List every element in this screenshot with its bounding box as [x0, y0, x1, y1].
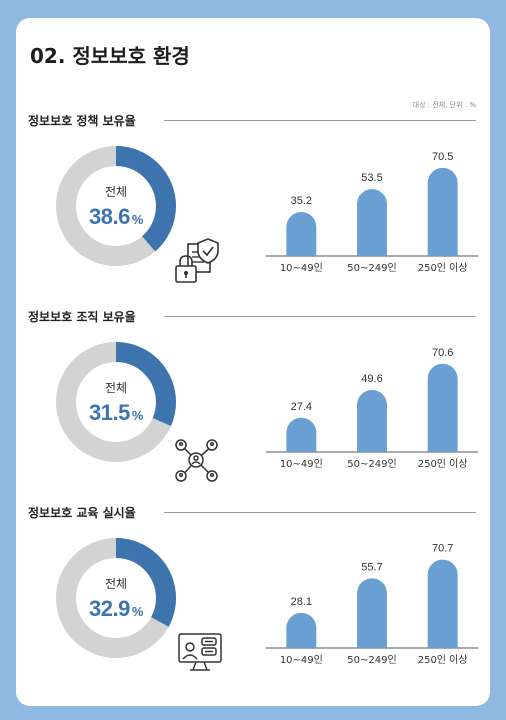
bar-value-label: 70.7 [432, 543, 453, 555]
bar [427, 363, 458, 452]
section-title: 정보보호 조직 보유율 [28, 308, 144, 325]
donut-value-slice [56, 538, 176, 658]
category-tick-label: 250인 이상 [418, 458, 468, 470]
category-tick-label: 50~249인 [347, 654, 396, 666]
donut-value-slice [56, 146, 176, 266]
bar-value-label: 27.4 [291, 401, 312, 413]
bar-value-label: 53.5 [361, 172, 382, 184]
online-training-icon [178, 633, 222, 671]
category-tick-label: 250인 이상 [418, 262, 468, 274]
bar [357, 578, 387, 648]
page-title: 02. 정보보호 환경 [30, 44, 190, 68]
section-policy: 정보보호 정책 보유율 전체 38.6% 35.2 10~49인 53.5 50~24… [16, 112, 490, 302]
bar-chart: 27.4 10~49인 49.6 50~249인 70.6 250인 이상 [266, 347, 478, 470]
bar [357, 390, 387, 452]
section-divider [164, 512, 476, 513]
bar-value-label: 55.7 [361, 561, 382, 573]
bar [357, 189, 387, 256]
category-tick-label: 250인 이상 [418, 654, 468, 666]
category-tick-label: 10~49인 [280, 458, 323, 470]
section-title: 정보보호 정책 보유율 [28, 112, 144, 129]
infographic-card: 02. 정보보호 환경 대상 : 전체, 단위 : % 정보보호 정책 보유율 … [16, 18, 490, 706]
donut-chart [56, 538, 176, 658]
section-training: 정보보호 교육 실시율 전체 32.9% 28.1 10~49인 55.7 50~24… [16, 504, 490, 694]
bar-value-label: 49.6 [361, 373, 382, 385]
bar-value-label: 70.6 [432, 347, 453, 359]
lock-document-shield-icon [175, 238, 219, 283]
bar [427, 167, 458, 256]
unit-note: 대상 : 전체, 단위 : % [412, 101, 476, 109]
bar [286, 417, 317, 452]
section-organization: 정보보호 조직 보유율 전체 31.5% [16, 308, 490, 498]
category-tick-label: 10~49인 [280, 262, 323, 274]
donut-chart [56, 146, 176, 266]
bar [286, 212, 317, 256]
donut-chart [56, 342, 176, 462]
bar [427, 559, 458, 648]
organization-network-icon [175, 439, 218, 482]
section-divider [164, 316, 476, 317]
donut-value-slice [56, 342, 176, 462]
bar [286, 612, 317, 648]
category-tick-label: 10~49인 [280, 654, 323, 666]
bar-chart: 35.2 10~49인 53.5 50~249인 70.5 250인 이상 [266, 151, 478, 274]
bar-chart: 28.1 10~49인 55.7 50~249인 70.7 250인 이상 [266, 543, 478, 666]
section-divider [164, 120, 476, 121]
section-title: 정보보호 교육 실시율 [28, 504, 144, 521]
bar-value-label: 70.5 [432, 151, 453, 163]
category-tick-label: 50~249인 [347, 262, 396, 274]
bar-value-label: 35.2 [291, 195, 312, 207]
category-tick-label: 50~249인 [347, 458, 396, 470]
bar-value-label: 28.1 [291, 596, 312, 608]
